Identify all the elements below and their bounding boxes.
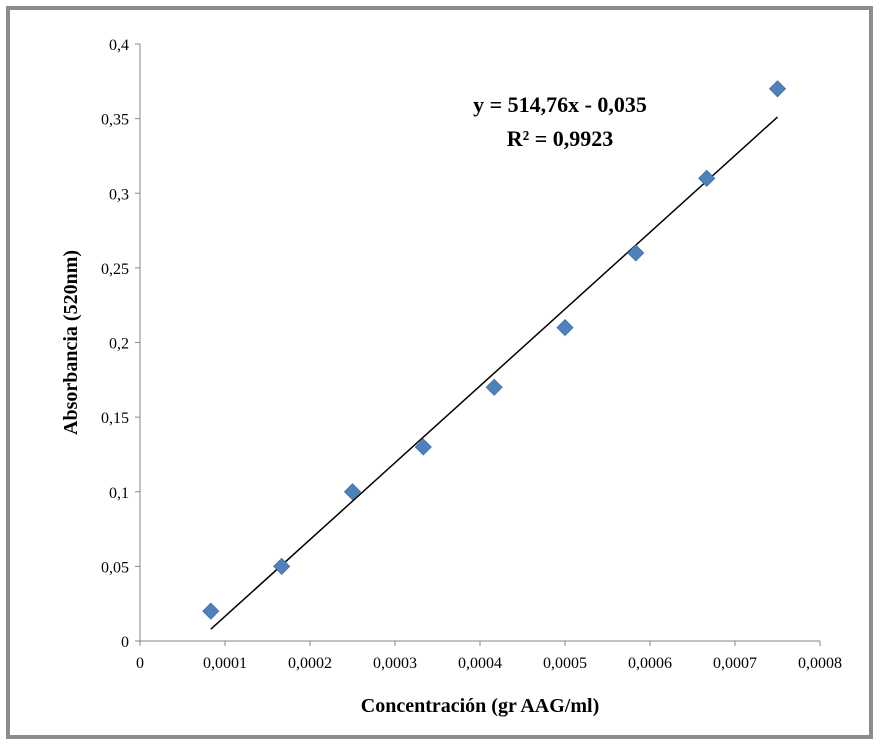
data-point-marker	[273, 557, 291, 575]
y-tick-label: 0,2	[109, 336, 129, 353]
data-point-marker	[627, 244, 645, 262]
r-squared-label: R² = 0,9923	[507, 126, 614, 151]
y-tick-label: 0,1	[109, 485, 129, 502]
x-tick-label: 0,0006	[628, 655, 672, 672]
y-tick-label: 0,25	[101, 261, 129, 278]
x-axis-title: Concentración (gr AAG/ml)	[361, 695, 600, 717]
y-axis-ticks: 0 0,05 0,1 0,15 0,2 0,25 0,3 0,35 0,4	[101, 37, 140, 651]
y-tick-label: 0	[121, 634, 129, 651]
y-tick-label: 0,35	[101, 112, 129, 129]
x-tick-label: 0,0002	[288, 655, 332, 672]
x-tick-label: 0,0005	[543, 655, 587, 672]
x-tick-label: 0,0008	[798, 655, 842, 672]
data-point-marker	[414, 438, 432, 456]
y-tick-label: 0,3	[109, 186, 129, 203]
y-axis-title: Absorbancia (520nm)	[60, 250, 82, 435]
data-point-marker	[202, 602, 220, 620]
y-tick-label: 0,05	[101, 559, 129, 576]
x-tick-label: 0,0004	[458, 655, 502, 672]
x-tick-label: 0,0001	[203, 655, 247, 672]
trendline-equation: y = 514,76x - 0,035	[473, 92, 647, 117]
y-tick-label: 0,4	[109, 37, 129, 54]
x-tick-label: 0	[136, 655, 144, 672]
data-point-marker	[343, 483, 362, 501]
trendline	[210, 116, 779, 630]
data-point-marker	[556, 319, 574, 337]
chart-frame	[6, 6, 873, 739]
axes	[139, 44, 820, 642]
data-point-marker	[485, 378, 503, 396]
data-point-marker	[698, 169, 716, 187]
x-tick-label: 0,0007	[713, 655, 757, 672]
data-point-marker	[768, 80, 787, 98]
x-tick-label: 0,0003	[373, 655, 417, 672]
x-axis-ticks: 0 0,0001 0,0002 0,0003 0,0004 0,0005 0,0006 0,0…	[136, 641, 842, 672]
data-points	[202, 80, 787, 620]
y-tick-label: 0,15	[101, 410, 129, 427]
